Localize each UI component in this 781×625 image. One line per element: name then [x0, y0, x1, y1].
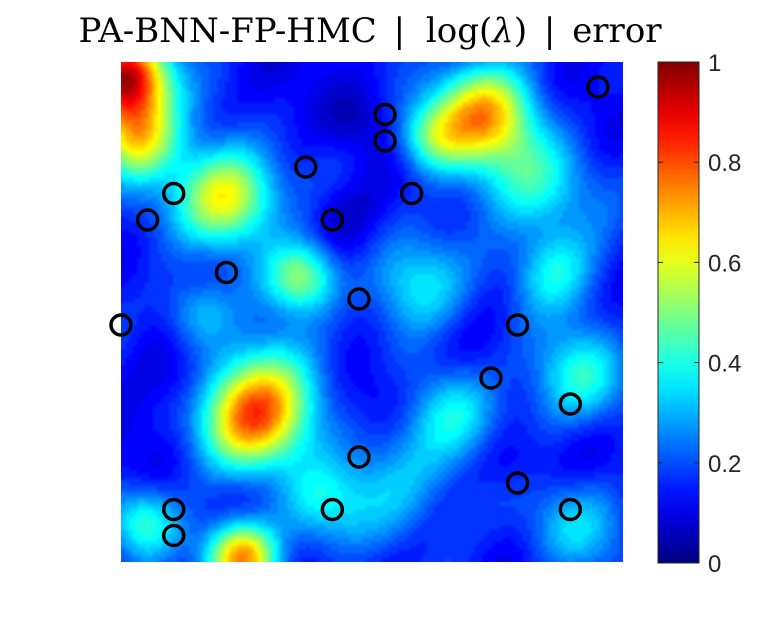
sample-marker [320, 497, 345, 522]
sample-marker [373, 129, 397, 153]
sample-marker [347, 445, 371, 469]
sample-marker [347, 287, 371, 311]
sample-marker [214, 260, 239, 285]
colorbar: 0 0.2 0.4 0.6 0.8 1 [657, 50, 741, 578]
colorbar-frame [657, 61, 700, 564]
sample-marker [479, 366, 503, 390]
heatmap-image [121, 62, 623, 562]
colorbar-ticks: 0 0.2 0.4 0.6 0.8 1 [658, 50, 741, 578]
colorbar-tick-label: 1 [708, 50, 721, 77]
sample-marker [558, 497, 583, 522]
colorbar-fill [658, 62, 699, 563]
title-close-paren: ) [514, 11, 527, 51]
title-error: error [572, 11, 662, 51]
markers-layer [109, 75, 610, 548]
sample-marker [505, 313, 530, 337]
title-open-paren: ( [479, 11, 492, 51]
title-lambda: λ [490, 11, 514, 51]
colorbar-tick-label: 0.4 [708, 351, 741, 378]
sample-marker [161, 523, 186, 548]
title-log: log [426, 11, 479, 51]
sample-marker [320, 208, 345, 232]
sample-marker [135, 208, 160, 232]
title-separator-1: | [394, 11, 405, 51]
sample-marker [505, 471, 530, 495]
title-method: PA-BNN-FP-HMC [78, 11, 376, 51]
chart-title: PA-BNN-FP-HMC | log(λ) | error [78, 11, 662, 51]
sample-marker [109, 313, 133, 337]
sample-marker [399, 181, 424, 206]
colorbar-tick-label: 0.2 [708, 451, 741, 478]
sample-marker [586, 75, 610, 99]
title-separator-2: | [544, 11, 555, 51]
sample-marker [373, 102, 397, 127]
sample-marker [558, 392, 583, 416]
colorbar-tick-label: 0 [708, 551, 721, 578]
heatmap-area [121, 62, 623, 562]
sample-marker [293, 155, 318, 179]
colorbar-tick-label: 0.8 [708, 150, 741, 177]
colorbar-tick-label: 0.6 [708, 250, 741, 277]
sample-marker [161, 181, 186, 206]
sample-marker [161, 497, 186, 522]
